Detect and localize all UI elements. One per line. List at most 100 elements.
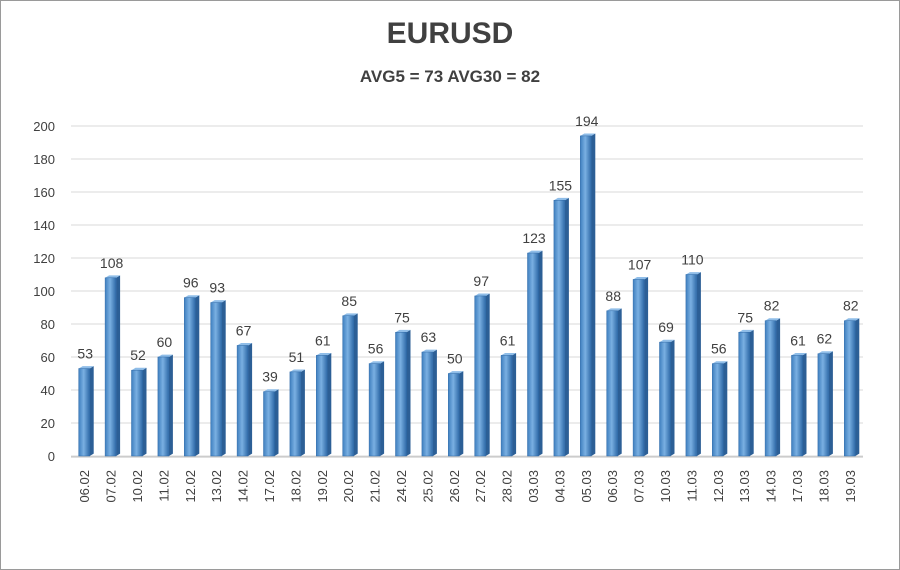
data-label: 53 (77, 346, 93, 362)
bar-top (369, 361, 385, 364)
bar-front (421, 351, 434, 457)
bar (263, 389, 279, 457)
data-label: 97 (473, 273, 489, 289)
x-axis-ticks: 06.02 07.02 10.02 11.02 12.02 13.02 14.02 17.02… (77, 470, 858, 503)
x-tick-label: 21.02 (368, 470, 383, 503)
bar-front (131, 369, 143, 457)
x-tick-label: 28.02 (500, 470, 515, 503)
data-label: 62 (817, 331, 833, 347)
bar-side (723, 361, 728, 456)
y-tick-label: 180 (33, 152, 55, 167)
bar-side (300, 369, 305, 456)
y-tick-label: 160 (33, 185, 55, 200)
x-tick-label: 27.02 (473, 470, 488, 503)
bar (817, 351, 833, 457)
bar (791, 352, 807, 457)
bar-side (670, 339, 675, 456)
bar-front (500, 355, 513, 457)
bar-side (617, 308, 622, 456)
bar (421, 349, 437, 457)
bar (342, 313, 358, 457)
bar (659, 339, 675, 457)
data-label: 56 (711, 341, 727, 357)
bar-top (421, 349, 437, 353)
bar (764, 318, 781, 457)
bar-front (817, 353, 830, 457)
bar-front (316, 355, 328, 457)
bar-top (78, 366, 94, 369)
y-tick-label: 100 (33, 284, 55, 299)
bar-top (157, 354, 173, 357)
data-label: 82 (764, 298, 780, 314)
x-tick-label: 19.02 (315, 470, 330, 503)
bar-front (342, 315, 354, 457)
bar-side (459, 371, 464, 456)
x-tick-label: 18.03 (816, 470, 831, 503)
bar-side (274, 389, 279, 456)
data-label: 82 (843, 298, 859, 314)
x-tick-label: 06.02 (77, 470, 92, 503)
y-tick-label: 120 (33, 251, 55, 266)
bar-top (131, 367, 147, 371)
data-label: 51 (289, 349, 305, 365)
bar-front (448, 373, 460, 457)
x-tick-label: 12.02 (183, 470, 198, 503)
bar (368, 361, 385, 457)
bar (712, 361, 728, 457)
bar (104, 275, 121, 457)
x-tick-label: 17.02 (262, 470, 277, 503)
bar-side (89, 366, 94, 456)
bar-side (776, 318, 781, 456)
y-tick-label: 20 (41, 416, 55, 431)
bar (210, 300, 226, 457)
bar-side (406, 329, 411, 456)
bar-front (157, 356, 170, 457)
y-axis-ticks: 0 20 40 60 80 100 120 140 160 180 200 (33, 119, 55, 464)
x-tick-label: 05.03 (579, 470, 594, 503)
bar-top (606, 308, 622, 311)
y-tick-label: 200 (33, 119, 55, 134)
bar-front (553, 200, 566, 457)
data-label: 75 (737, 309, 753, 325)
data-label: 61 (500, 332, 516, 348)
x-tick-label: 10.03 (658, 470, 673, 503)
bar (289, 369, 305, 457)
bar (316, 352, 332, 457)
data-label: 96 (183, 275, 199, 291)
bar-top (184, 295, 200, 298)
data-label: 93 (209, 280, 225, 296)
bar-front (184, 297, 196, 457)
chart-title: EURUSD (386, 17, 514, 50)
data-label: 85 (341, 293, 357, 309)
bar-top (791, 352, 807, 356)
bar-top (105, 275, 121, 278)
bar-side (485, 293, 490, 456)
bar-side (644, 277, 649, 456)
bar-front (289, 371, 302, 457)
bar-top (580, 133, 596, 136)
x-tick-label: 11.02 (156, 470, 171, 502)
data-label: 110 (681, 252, 704, 268)
x-tick-label: 12.03 (711, 470, 726, 503)
bar-side (353, 313, 358, 456)
y-tick-label: 80 (41, 317, 55, 332)
x-tick-label: 13.03 (737, 470, 752, 503)
x-tick-label: 20.02 (341, 470, 356, 503)
grid-lines (71, 125, 863, 458)
data-label: 155 (549, 177, 573, 193)
x-tick-label: 11.03 (684, 470, 699, 502)
bar-top (263, 389, 279, 392)
bar-front (844, 320, 856, 457)
y-tick-label: 60 (41, 350, 55, 365)
bars (78, 133, 860, 457)
bar-top (237, 343, 253, 346)
bar-side (538, 250, 543, 456)
bar-top (633, 277, 649, 280)
data-label: 75 (394, 309, 410, 325)
bar-side (432, 349, 437, 456)
data-label: 63 (421, 329, 437, 345)
bar-top (395, 329, 411, 333)
x-tick-label: 17.03 (790, 470, 805, 503)
